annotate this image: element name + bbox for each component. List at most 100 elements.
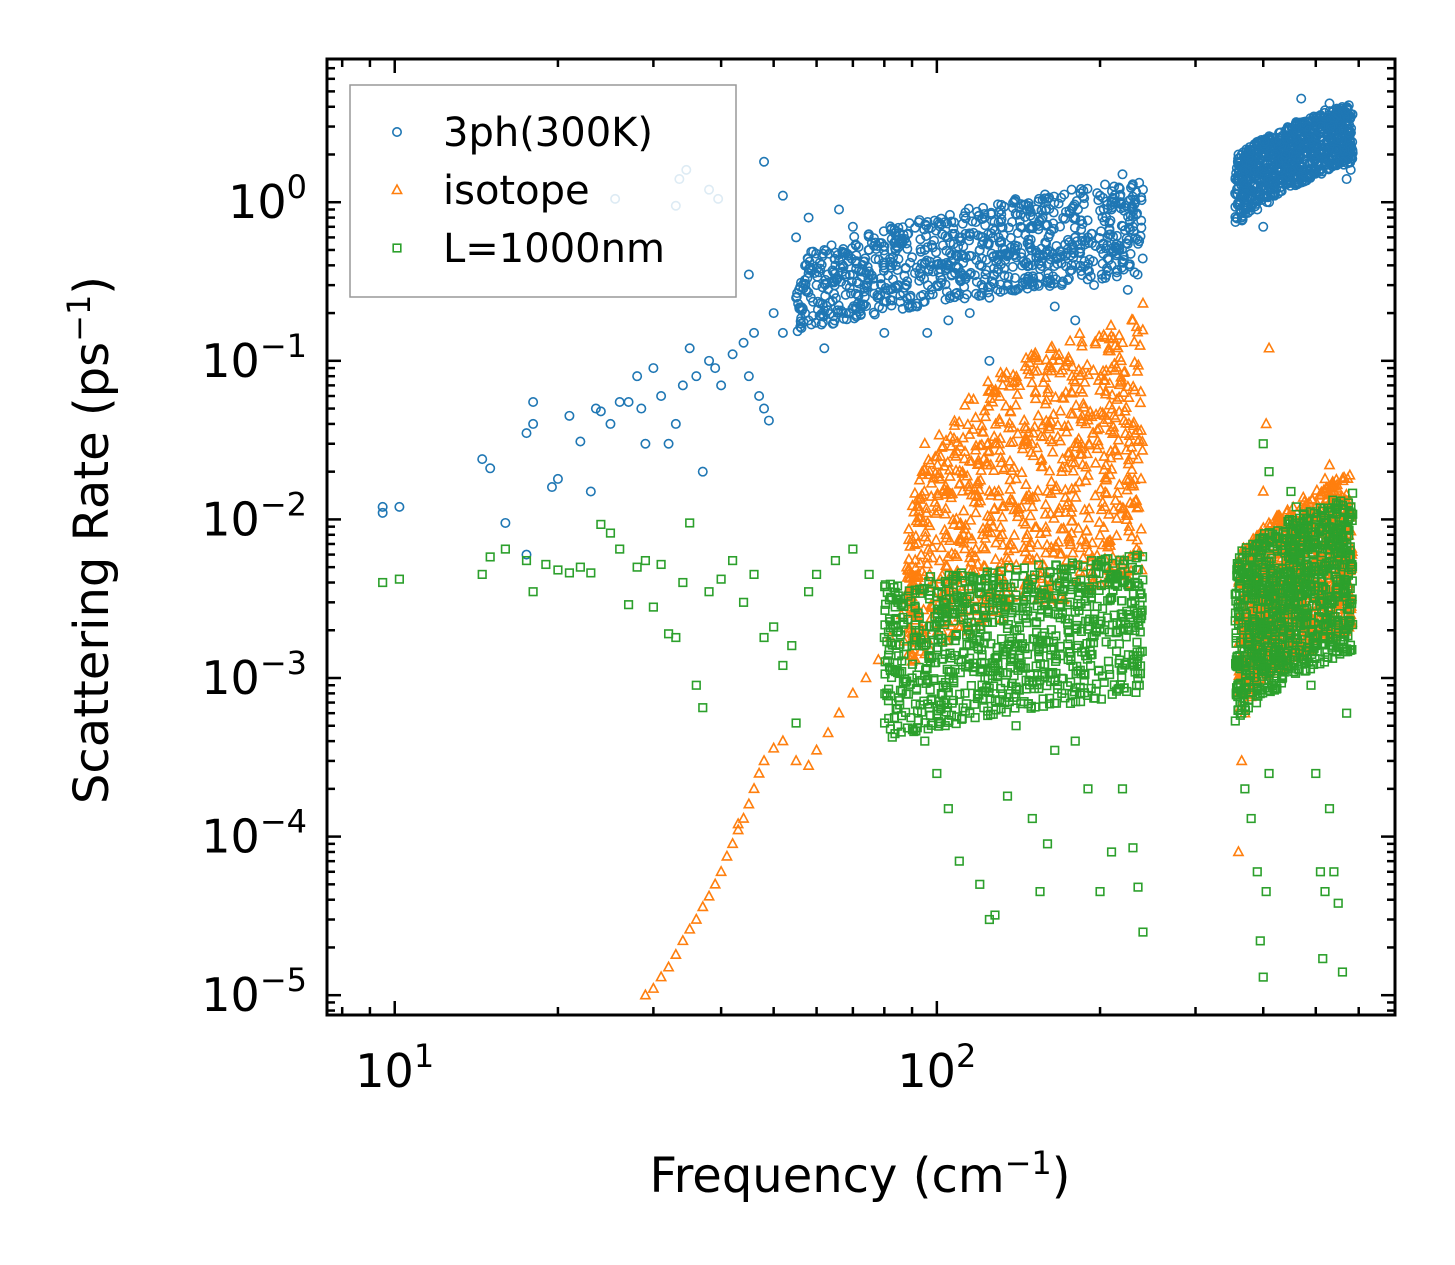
point-isotope (998, 371, 1011, 383)
point-isotope (1080, 460, 1093, 472)
point-l-1000nm (1094, 585, 1104, 596)
point-isotope (1099, 458, 1112, 470)
point-l-1000nm (962, 594, 972, 604)
point-isotope (1117, 502, 1130, 514)
point-isotope (950, 512, 963, 524)
point-l-1000nm (1067, 558, 1077, 568)
point-l-1000nm (880, 605, 890, 615)
point-3ph-300k- (966, 251, 977, 262)
point-3ph-300k- (1079, 193, 1090, 204)
point-l-1000nm (1107, 620, 1118, 630)
point-isotope (1132, 500, 1145, 512)
point-3ph-300k- (768, 308, 779, 319)
point-isotope (947, 513, 959, 525)
point-3ph-300k- (1121, 238, 1132, 249)
point-isotope (1094, 528, 1106, 540)
point-3ph-300k- (1082, 232, 1093, 243)
point-l-1000nm (948, 576, 958, 586)
point-l-1000nm (918, 621, 929, 631)
point-isotope (976, 424, 989, 436)
point-isotope (1019, 517, 1032, 529)
point-3ph-300k- (1017, 222, 1028, 233)
point-3ph-300k- (691, 371, 702, 382)
point-l-1000nm (1037, 669, 1047, 679)
point-isotope (1069, 375, 1082, 387)
point-isotope (958, 536, 971, 548)
point-isotope (948, 414, 961, 426)
point-3ph-300k- (847, 243, 858, 254)
point-3ph-300k- (1076, 215, 1087, 226)
point-3ph-300k- (1042, 244, 1053, 255)
point-isotope (1089, 456, 1102, 468)
point-3ph-300k- (1314, 110, 1325, 121)
point-isotope (1065, 500, 1078, 512)
point-3ph-300k- (804, 256, 815, 267)
point-isotope (1083, 438, 1096, 450)
point-isotope (1047, 408, 1060, 419)
point-isotope (1072, 521, 1085, 533)
point-isotope (1056, 391, 1068, 403)
point-l-1000nm (1094, 619, 1104, 629)
point-3ph-300k- (965, 229, 976, 240)
point-l-1000nm (994, 695, 1005, 705)
point-l-1000nm (1046, 625, 1056, 635)
point-l-1000nm (1029, 684, 1040, 694)
point-isotope (1092, 373, 1105, 385)
point-isotope (1323, 458, 1336, 470)
point-isotope (1105, 462, 1118, 474)
point-isotope (822, 726, 835, 738)
point-3ph-300k- (754, 390, 765, 401)
point-3ph-300k- (575, 436, 586, 447)
point-isotope (999, 399, 1012, 411)
point-l-1000nm (982, 617, 993, 627)
point-isotope (662, 960, 675, 972)
point-l-1000nm (1103, 656, 1114, 666)
point-3ph-300k- (528, 396, 539, 407)
point-isotope (911, 500, 924, 512)
point-isotope (1135, 472, 1147, 484)
point-3ph-300k- (898, 287, 909, 298)
point-3ph-300k- (1041, 238, 1052, 249)
point-l-1000nm (925, 685, 935, 695)
point-l-1000nm (988, 658, 998, 668)
point-l-1000nm (1230, 716, 1240, 726)
point-isotope (1306, 493, 1319, 505)
point-isotope (965, 532, 978, 544)
point-3ph-300k- (1341, 174, 1352, 185)
point-3ph-300k- (1252, 181, 1263, 192)
point-l-1000nm (910, 699, 921, 709)
point-isotope (1009, 398, 1022, 410)
point-l-1000nm (946, 667, 956, 677)
point-isotope (1122, 391, 1135, 403)
point-isotope (1092, 438, 1105, 450)
point-isotope (1040, 393, 1053, 405)
point-3ph-300k- (795, 281, 806, 292)
point-isotope (1120, 508, 1133, 520)
point-3ph-300k- (1269, 179, 1280, 190)
point-3ph-300k- (822, 269, 833, 280)
point-3ph-300k- (623, 396, 634, 407)
point-3ph-300k- (377, 507, 388, 518)
point-l-1000nm (901, 707, 911, 717)
point-l-1000nm (1114, 639, 1125, 649)
point-3ph-300k- (1113, 182, 1124, 193)
point-isotope (1018, 413, 1031, 425)
point-l-1000nm (1044, 693, 1055, 703)
point-3ph-300k- (995, 204, 1006, 215)
series-square-2 (378, 439, 1358, 982)
point-l-1000nm (1017, 639, 1028, 649)
point-3ph-300k- (1095, 243, 1106, 254)
point-3ph-300k- (1055, 221, 1066, 232)
point-isotope (1270, 513, 1283, 525)
point-3ph-300k- (902, 229, 913, 240)
point-l-1000nm (927, 694, 937, 704)
point-l-1000nm (1101, 637, 1111, 647)
point-l-1000nm (913, 608, 923, 618)
point-isotope (906, 532, 918, 544)
point-l-1000nm (983, 673, 993, 684)
point-isotope (1093, 515, 1106, 527)
point-3ph-300k- (993, 232, 1004, 243)
point-3ph-300k- (595, 406, 606, 417)
point-3ph-300k- (1036, 261, 1047, 272)
